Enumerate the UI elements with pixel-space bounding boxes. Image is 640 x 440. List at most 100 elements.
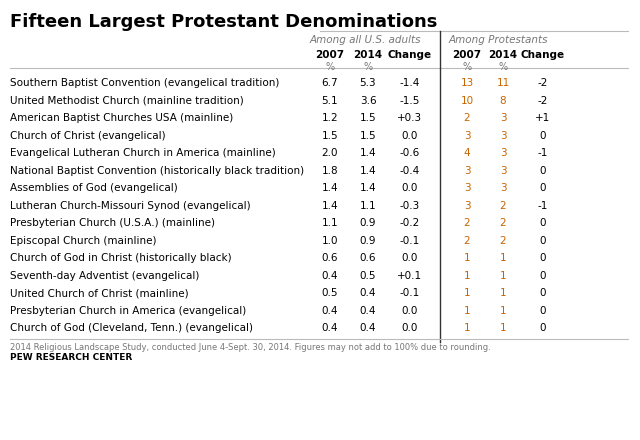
Text: +0.1: +0.1 [397,271,422,281]
Text: 1: 1 [500,253,506,263]
Text: 1: 1 [500,323,506,333]
Text: -1.4: -1.4 [400,78,420,88]
Text: 1.4: 1.4 [360,148,376,158]
Text: 3: 3 [500,113,506,123]
Text: 0: 0 [540,271,547,281]
Text: 3: 3 [464,201,470,210]
Text: 1.2: 1.2 [322,113,339,123]
Text: 3: 3 [500,148,506,158]
Text: 0: 0 [540,235,547,246]
Text: -1: -1 [538,148,548,158]
Text: 6.7: 6.7 [322,78,339,88]
Text: 3: 3 [500,131,506,140]
Text: Fifteen Largest Protestant Denominations: Fifteen Largest Protestant Denominations [10,13,437,31]
Text: 1.4: 1.4 [322,201,339,210]
Text: 3: 3 [464,165,470,176]
Text: 0.9: 0.9 [360,218,376,228]
Text: -0.1: -0.1 [400,235,420,246]
Text: 2007: 2007 [316,50,344,60]
Text: 1: 1 [464,305,470,315]
Text: 8: 8 [500,95,506,106]
Text: 2: 2 [464,235,470,246]
Text: National Baptist Convention (historically black tradition): National Baptist Convention (historicall… [10,165,304,176]
Text: 3: 3 [500,165,506,176]
Text: Among all U.S. adults: Among all U.S. adults [309,35,420,45]
Text: 5.3: 5.3 [360,78,376,88]
Text: 0: 0 [540,131,547,140]
Text: %: % [364,62,372,72]
Text: Presbyterian Church in America (evangelical): Presbyterian Church in America (evangeli… [10,305,246,315]
Text: 0.9: 0.9 [360,235,376,246]
Text: 0.5: 0.5 [322,288,339,298]
Text: United Church of Christ (mainline): United Church of Christ (mainline) [10,288,189,298]
Text: 1: 1 [500,305,506,315]
Text: +1: +1 [536,113,550,123]
Text: 1: 1 [464,288,470,298]
Text: 0.4: 0.4 [360,305,376,315]
Text: 0.5: 0.5 [360,271,376,281]
Text: 0.4: 0.4 [360,323,376,333]
Text: 1.4: 1.4 [360,165,376,176]
Text: -1: -1 [538,201,548,210]
Text: 0: 0 [540,253,547,263]
Text: 13: 13 [460,78,474,88]
Text: Assemblies of God (evangelical): Assemblies of God (evangelical) [10,183,178,193]
Text: Church of Christ (evangelical): Church of Christ (evangelical) [10,131,166,140]
Text: 3: 3 [464,183,470,193]
Text: 0.4: 0.4 [322,305,339,315]
Text: 11: 11 [497,78,509,88]
Text: Presbyterian Church (U.S.A.) (mainline): Presbyterian Church (U.S.A.) (mainline) [10,218,215,228]
Text: 2.0: 2.0 [322,148,339,158]
Text: PEW RESEARCH CENTER: PEW RESEARCH CENTER [10,352,132,362]
Text: 0.0: 0.0 [402,131,418,140]
Text: -2: -2 [538,78,548,88]
Text: -0.1: -0.1 [400,288,420,298]
Text: 1: 1 [464,271,470,281]
Text: 0: 0 [540,288,547,298]
Text: 0.4: 0.4 [322,271,339,281]
Text: 1.5: 1.5 [360,113,376,123]
Text: 0.0: 0.0 [402,253,418,263]
Text: 3: 3 [464,131,470,140]
Text: Among Protestants: Among Protestants [448,35,548,45]
Text: Change: Change [388,50,432,60]
Text: %: % [499,62,508,72]
Text: +0.3: +0.3 [397,113,422,123]
Text: 2014 Religious Landscape Study, conducted June 4-Sept. 30, 2014. Figures may not: 2014 Religious Landscape Study, conducte… [10,342,491,352]
Text: -0.4: -0.4 [400,165,420,176]
Text: 1: 1 [500,288,506,298]
Text: -2: -2 [538,95,548,106]
Text: 1.0: 1.0 [322,235,339,246]
Text: 2: 2 [500,218,506,228]
Text: Church of God (Cleveland, Tenn.) (evangelical): Church of God (Cleveland, Tenn.) (evange… [10,323,253,333]
Text: 2007: 2007 [452,50,481,60]
Text: 4: 4 [464,148,470,158]
Text: American Baptist Churches USA (mainline): American Baptist Churches USA (mainline) [10,113,233,123]
Text: 1: 1 [464,323,470,333]
Text: -0.2: -0.2 [400,218,420,228]
Text: 1: 1 [464,253,470,263]
Text: 2: 2 [464,218,470,228]
Text: Lutheran Church-Missouri Synod (evangelical): Lutheran Church-Missouri Synod (evangeli… [10,201,251,210]
Text: 0.4: 0.4 [322,323,339,333]
Text: 0.6: 0.6 [322,253,339,263]
Text: -1.5: -1.5 [400,95,420,106]
Text: 1.1: 1.1 [360,201,376,210]
Text: 0.0: 0.0 [402,305,418,315]
Text: -0.6: -0.6 [400,148,420,158]
Text: 0.0: 0.0 [402,323,418,333]
Text: 1: 1 [500,271,506,281]
Text: 1.5: 1.5 [322,131,339,140]
Text: 5.1: 5.1 [322,95,339,106]
Text: -0.3: -0.3 [400,201,420,210]
Text: 3.6: 3.6 [360,95,376,106]
Text: 1.4: 1.4 [360,183,376,193]
Text: Church of God in Christ (historically black): Church of God in Christ (historically bl… [10,253,232,263]
Text: 3: 3 [500,183,506,193]
Text: %: % [325,62,335,72]
Text: Episcopal Church (mainline): Episcopal Church (mainline) [10,235,157,246]
Text: 0: 0 [540,323,547,333]
Text: 1.4: 1.4 [322,183,339,193]
Text: 10: 10 [460,95,474,106]
Text: 0: 0 [540,183,547,193]
